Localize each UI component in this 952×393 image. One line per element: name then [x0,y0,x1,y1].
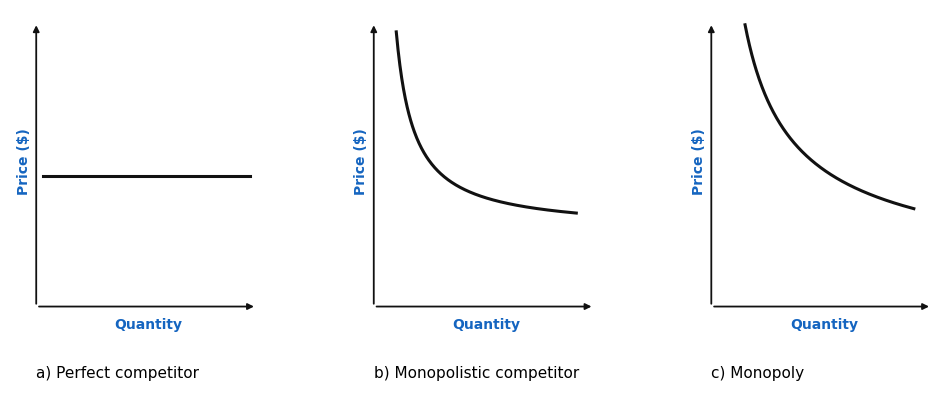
Text: b) Monopolistic competitor: b) Monopolistic competitor [373,366,579,381]
Y-axis label: Price ($): Price ($) [691,128,705,195]
X-axis label: Quantity: Quantity [789,318,857,332]
Text: c) Monopoly: c) Monopoly [710,366,803,381]
Y-axis label: Price ($): Price ($) [354,128,367,195]
Y-axis label: Price ($): Price ($) [16,128,30,195]
X-axis label: Quantity: Quantity [114,318,183,332]
Text: a) Perfect competitor: a) Perfect competitor [36,366,199,381]
X-axis label: Quantity: Quantity [452,318,520,332]
